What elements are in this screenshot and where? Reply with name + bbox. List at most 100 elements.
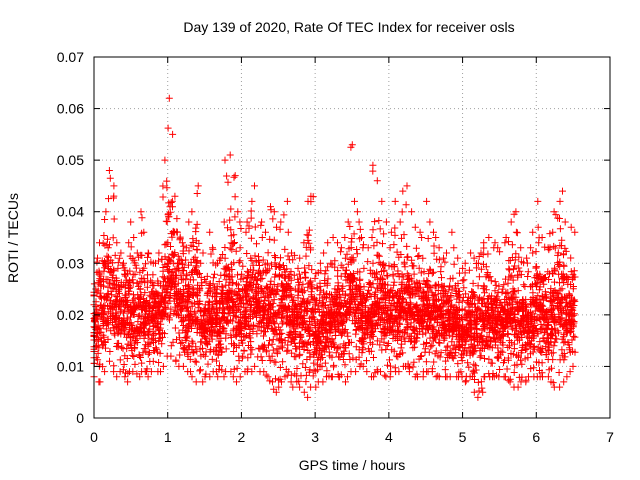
data-point bbox=[176, 351, 184, 359]
data-point bbox=[236, 218, 244, 226]
data-point bbox=[460, 276, 468, 284]
data-point bbox=[337, 248, 345, 256]
data-point bbox=[173, 215, 181, 223]
data-point bbox=[208, 335, 216, 343]
data-point bbox=[491, 278, 499, 286]
data-point bbox=[171, 324, 179, 332]
data-point bbox=[341, 254, 349, 262]
data-point bbox=[563, 373, 571, 381]
data-point bbox=[289, 383, 297, 391]
data-point bbox=[213, 285, 221, 293]
data-point bbox=[409, 363, 417, 371]
y-tick-label: 0.01 bbox=[57, 358, 84, 374]
data-point bbox=[186, 311, 194, 319]
data-point bbox=[127, 338, 135, 346]
data-point bbox=[454, 254, 462, 262]
data-point bbox=[206, 228, 214, 236]
data-point bbox=[236, 373, 244, 381]
data-point bbox=[386, 244, 394, 252]
data-point bbox=[310, 359, 318, 367]
data-point bbox=[145, 301, 152, 309]
data-point bbox=[179, 362, 187, 370]
data-point bbox=[508, 241, 516, 249]
x-axis-label: GPS time / hours bbox=[299, 457, 406, 473]
data-point bbox=[397, 344, 405, 352]
data-point bbox=[560, 378, 568, 386]
data-point bbox=[555, 369, 563, 376]
data-point bbox=[524, 273, 532, 280]
data-point bbox=[116, 254, 124, 262]
data-point bbox=[114, 259, 122, 267]
data-point bbox=[396, 218, 404, 226]
data-point bbox=[257, 221, 265, 229]
data-point bbox=[163, 281, 171, 289]
data-point bbox=[480, 239, 488, 247]
data-point bbox=[103, 252, 111, 260]
data-point bbox=[105, 279, 113, 287]
data-point bbox=[424, 235, 432, 242]
data-point bbox=[558, 285, 566, 293]
data-point bbox=[192, 237, 200, 245]
data-point bbox=[192, 228, 200, 236]
data-point bbox=[341, 361, 349, 369]
data-point bbox=[352, 330, 360, 338]
data-point bbox=[188, 300, 196, 308]
data-point bbox=[280, 211, 288, 219]
data-point bbox=[248, 197, 256, 205]
data-point bbox=[242, 228, 250, 236]
data-point bbox=[219, 309, 226, 317]
data-point bbox=[188, 208, 196, 216]
data-point bbox=[467, 249, 475, 257]
data-point bbox=[124, 378, 132, 386]
data-point bbox=[514, 287, 522, 295]
data-point bbox=[258, 218, 266, 226]
data-point bbox=[100, 338, 108, 346]
data-point bbox=[138, 214, 146, 222]
data-point bbox=[194, 270, 202, 278]
data-point bbox=[179, 344, 187, 352]
data-point bbox=[196, 287, 204, 295]
data-point bbox=[167, 352, 175, 360]
data-point bbox=[221, 254, 229, 262]
data-point bbox=[202, 278, 210, 286]
data-point bbox=[192, 290, 200, 298]
data-point bbox=[97, 292, 105, 300]
data-point bbox=[197, 259, 205, 267]
data-point bbox=[131, 270, 139, 278]
data-point bbox=[222, 265, 229, 273]
data-point bbox=[472, 362, 480, 370]
data-point bbox=[355, 218, 363, 226]
data-point bbox=[171, 282, 178, 290]
data-point bbox=[196, 367, 204, 375]
data-point bbox=[237, 225, 245, 232]
data-point bbox=[125, 239, 133, 247]
data-point bbox=[517, 244, 525, 252]
data-point bbox=[227, 205, 235, 213]
data-point bbox=[193, 291, 201, 299]
data-point bbox=[405, 368, 413, 376]
data-point bbox=[257, 353, 265, 361]
data-point bbox=[374, 251, 382, 259]
data-point bbox=[113, 296, 120, 304]
data-point bbox=[111, 251, 119, 259]
data-point bbox=[155, 257, 162, 265]
y-tick-label: 0.06 bbox=[57, 101, 84, 117]
data-point bbox=[496, 366, 504, 373]
data-point bbox=[184, 342, 192, 350]
data-point bbox=[363, 368, 371, 376]
data-point bbox=[222, 345, 230, 353]
data-point bbox=[117, 249, 125, 257]
data-point bbox=[181, 334, 189, 341]
data-point bbox=[538, 234, 546, 241]
data-point bbox=[110, 192, 118, 200]
data-point bbox=[358, 234, 365, 241]
data-point bbox=[507, 218, 515, 226]
data-point bbox=[104, 335, 112, 343]
data-point bbox=[127, 218, 135, 226]
data-point bbox=[340, 340, 348, 348]
data-point bbox=[473, 264, 481, 272]
data-point bbox=[196, 270, 203, 277]
data-point bbox=[167, 305, 175, 313]
data-point bbox=[116, 368, 124, 376]
data-point bbox=[403, 182, 411, 190]
